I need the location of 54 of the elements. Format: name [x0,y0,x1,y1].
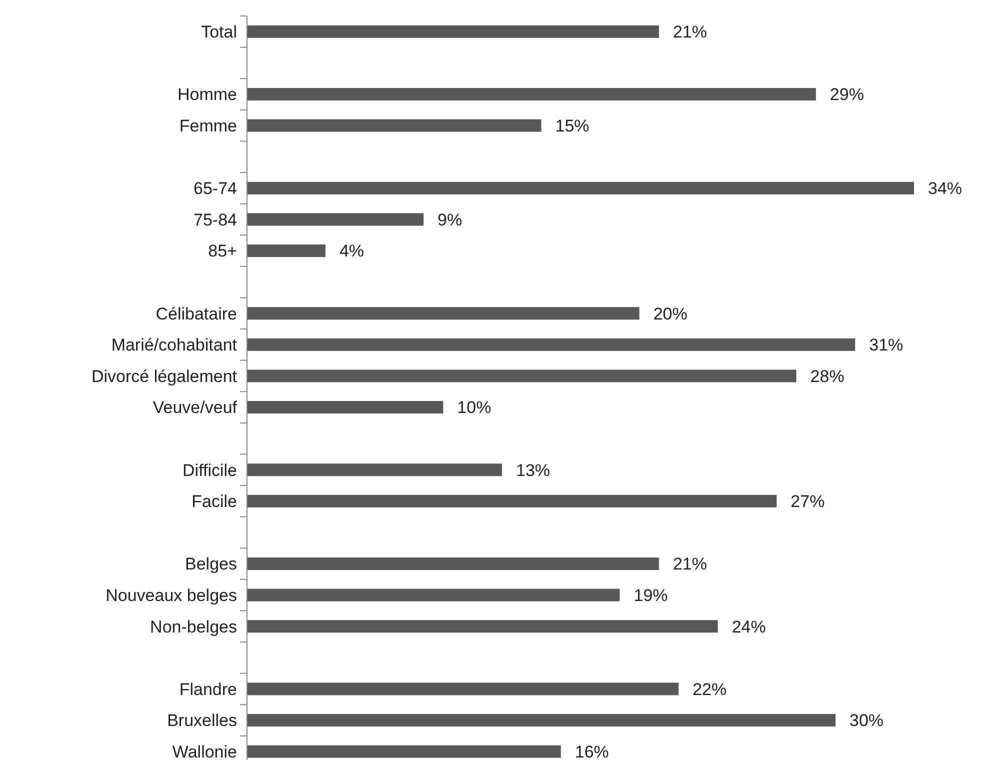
bar [247,338,856,351]
y-tick-label: 75-84 [194,210,237,230]
y-tick-label: Marié/cohabitant [111,336,238,355]
data-label: 29% [830,85,864,104]
bar [247,714,836,727]
bar [247,244,326,258]
y-tick-label: Homme [177,85,237,104]
y-tick-label: Non-belges [150,617,237,636]
data-label: 27% [790,492,825,512]
y-tick-label: Nouveaux belges [106,586,237,605]
y-tick-label: Total [201,22,237,42]
data-label: 4% [339,242,364,261]
data-label: 21% [672,22,707,42]
bar [247,464,502,476]
data-label: 30% [850,711,884,730]
data-label: 22% [692,680,727,699]
bar [247,400,444,414]
y-tick-label: Belges [185,554,237,574]
data-label: 10% [457,398,492,418]
data-label: 21% [672,554,707,574]
y-tick-label: Femme [179,116,237,136]
bar [247,557,659,570]
y-tick-label: Flandre [179,680,237,699]
bar [247,307,640,320]
bar [247,213,424,226]
bar [247,370,796,382]
y-tick-label: Divorcé légalement [91,366,238,386]
data-label: 15% [555,116,590,136]
data-label: 19% [634,586,668,605]
y-tick-label: Difficile [182,460,237,480]
bar [247,620,718,633]
bar [247,182,914,194]
y-tick-label: Facile [192,492,237,512]
data-label: 24% [732,617,766,636]
bar [247,25,659,38]
data-label: 13% [516,460,550,480]
y-tick-label: Bruxelles [167,711,237,730]
y-tick-label: 65-74 [194,179,237,198]
bar [247,494,777,508]
y-tick-label: Célibataire [156,304,237,324]
bar [247,745,561,758]
y-tick-label: 85+ [208,242,238,261]
data-label: 34% [928,179,962,198]
bar [247,88,816,101]
bar [247,119,542,132]
data-label: 16% [574,742,609,762]
bar [247,588,620,602]
y-tick-label: Veuve/veuf [152,398,238,418]
data-label: 31% [869,336,904,355]
y-tick-label: Wallonie [172,742,237,762]
data-label: 20% [653,304,688,324]
bar [247,682,679,696]
data-label: 28% [810,366,844,386]
data-label: 9% [438,210,462,230]
